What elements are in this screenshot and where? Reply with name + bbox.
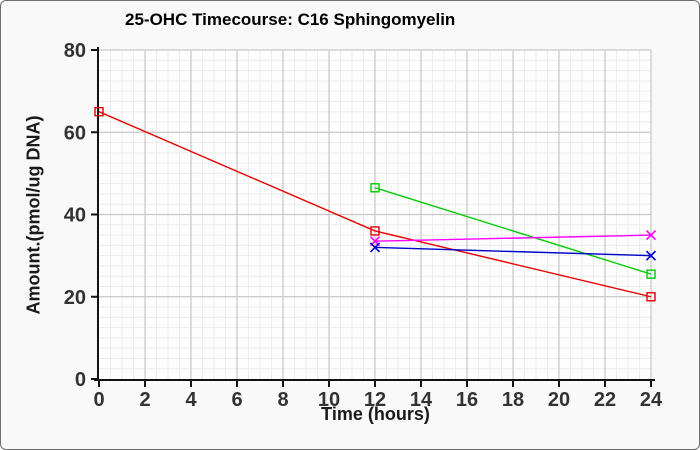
blue-x-series-line [374,246,652,257]
x-tick-label: 0 [93,389,104,411]
x-tick-label: 18 [502,389,524,411]
magenta-x-series-line [374,234,652,242]
y-tick-label: 60 [64,122,86,144]
y-tick-label: 0 [75,369,86,391]
x-tick-label: 10 [318,389,340,411]
green-square-series-line [374,187,652,275]
x-tick-label: 4 [185,389,197,411]
x-tick-label: 24 [640,389,663,411]
x-tick-label: 12 [364,389,386,411]
y-tick-label: 20 [64,287,86,309]
x-tick-label: 16 [456,389,478,411]
red-square-series-marker [94,106,104,117]
magenta-x-series-marker [645,229,657,241]
x-tick-label: 22 [594,389,616,411]
blue-x-series-marker [645,250,657,261]
blue-x-series-marker [369,242,381,253]
x-tick-label: 6 [231,389,242,411]
y-tick-label: 80 [64,40,86,62]
y-tick-label: 40 [64,205,86,227]
green-square-series-marker [646,269,656,279]
x-tick-label: 20 [548,389,570,411]
x-tick-label: 2 [139,389,150,411]
x-tick-label: 14 [410,389,433,411]
green-square-series-marker [370,183,380,193]
red-square-series-marker [370,226,380,236]
x-tick-label: 8 [277,389,288,411]
x-axis-label: Time (hours) [321,404,430,424]
chart-title: 25-OHC Timecourse: C16 Sphingomyelin [125,10,456,29]
y-axis-label: Amount.(pmol/ug DNA) [23,115,44,315]
red-square-series-marker [646,292,656,302]
red-square-series-line [98,111,652,298]
